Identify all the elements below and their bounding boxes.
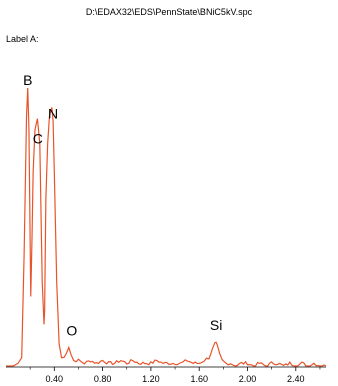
peak-label-o: O — [66, 323, 77, 339]
x-tick-label: 1.60 — [190, 374, 208, 384]
x-tick-label: 0.40 — [46, 374, 64, 384]
x-tick-label: 2.40 — [287, 374, 305, 384]
peak-label-si: Si — [210, 317, 222, 333]
x-axis-ticks: 0.40 0.80 1.20 1.60 2.00 2.40 — [30, 367, 320, 384]
peak-labels: B CN O Si — [23, 72, 222, 339]
peak-label-c: C — [33, 131, 43, 147]
spectrum-line — [6, 88, 326, 366]
peak-label-n: N — [48, 105, 58, 121]
x-tick-label: 0.80 — [94, 374, 112, 384]
x-tick-label: 1.20 — [142, 374, 160, 384]
x-tick-label: 2.00 — [239, 374, 257, 384]
peak-label-b: B — [23, 72, 32, 88]
